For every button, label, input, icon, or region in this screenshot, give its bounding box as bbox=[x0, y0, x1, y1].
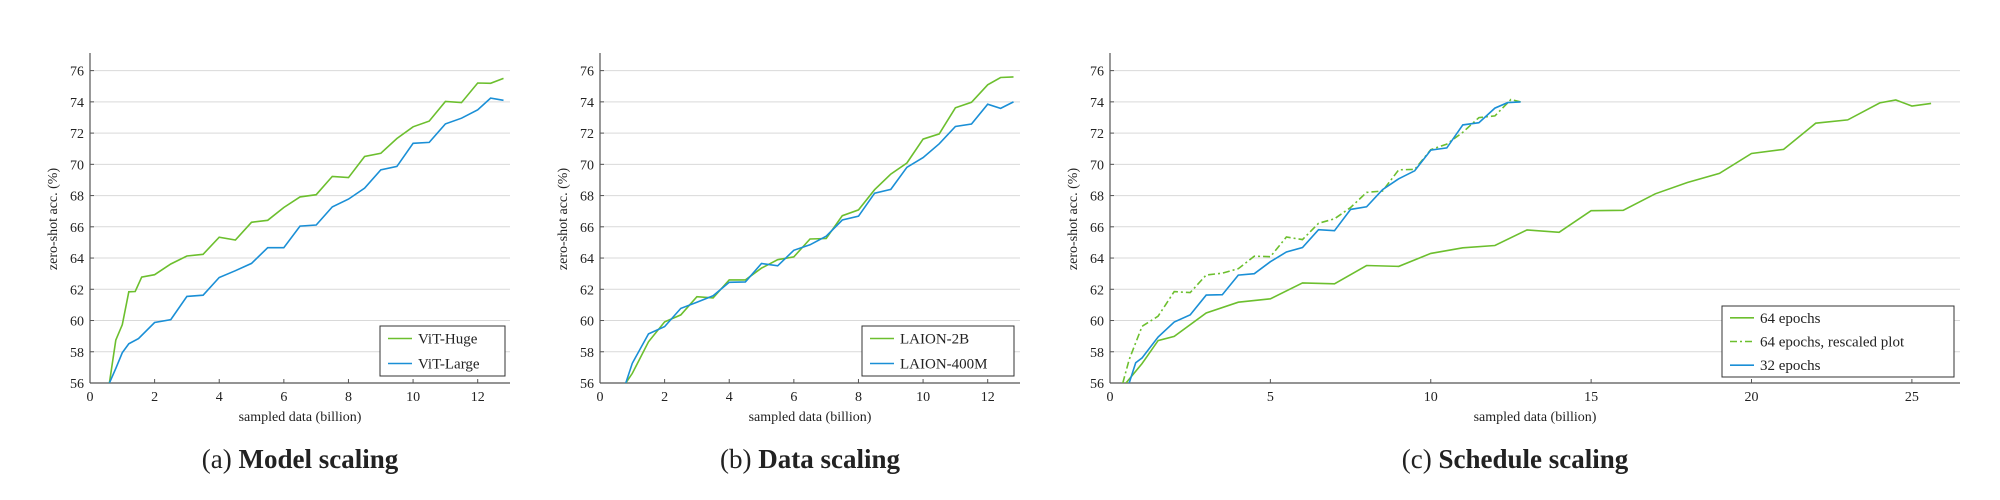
y-tick-label: 74 bbox=[1090, 96, 1104, 111]
y-axis-label: zero-shot acc. (%) bbox=[46, 168, 61, 271]
y-tick-label: 56 bbox=[580, 377, 594, 392]
y-tick-label: 68 bbox=[70, 190, 84, 205]
legend-box bbox=[861, 325, 1015, 377]
caption-space bbox=[1432, 444, 1439, 474]
y-axis-label: zero-shot acc. (%) bbox=[556, 168, 571, 271]
figure-caption: (a) Model scaling bbox=[202, 444, 399, 474]
legend-label: 64 epochs, rescaled plot bbox=[1760, 335, 1905, 351]
y-tick-label: 62 bbox=[70, 283, 84, 298]
caption-prefix: (b) bbox=[720, 444, 751, 474]
x-tick-label: 10 bbox=[916, 390, 930, 405]
x-tick-label: 8 bbox=[345, 390, 352, 405]
x-tick-label: 4 bbox=[216, 390, 223, 405]
series-line-1 bbox=[625, 76, 1014, 383]
caption-title: Model scaling bbox=[238, 444, 398, 474]
caption-title: Data scaling bbox=[758, 444, 900, 474]
y-tick-label: 72 bbox=[1090, 127, 1104, 142]
caption-space bbox=[232, 444, 239, 474]
x-tick-label: 12 bbox=[981, 390, 995, 405]
legend: 64 epochs 64 epochs, rescaled plot 32 epoc… bbox=[1721, 305, 1955, 378]
legend: ViT-Huge ViT-Large bbox=[379, 325, 506, 377]
y-tick-label: 70 bbox=[580, 158, 594, 173]
y-tick-label: 60 bbox=[1090, 315, 1104, 330]
y-tick-label: 68 bbox=[580, 190, 594, 205]
x-tick-label: 0 bbox=[1107, 390, 1114, 405]
y-tick-label: 76 bbox=[580, 65, 594, 80]
y-tick-label: 58 bbox=[70, 346, 84, 361]
chart-panel-3: 56 58 60 62 64 66 68 70 72 74 76 0 5 10 15 20 25 sampled … bbox=[1066, 53, 1960, 474]
x-tick-label: 10 bbox=[1424, 390, 1438, 405]
y-tick-label: 58 bbox=[580, 346, 594, 361]
legend-box bbox=[1721, 305, 1955, 378]
y-tick-label: 76 bbox=[70, 65, 84, 80]
series-line-2 bbox=[1122, 98, 1521, 383]
x-tick-label: 6 bbox=[280, 390, 287, 405]
x-tick-label: 2 bbox=[151, 390, 158, 405]
x-tick-label: 0 bbox=[87, 390, 94, 405]
legend: LAION-2B LAION-400M bbox=[861, 325, 1015, 377]
figure-caption: (b) Data scaling bbox=[720, 444, 900, 474]
y-tick-label: 74 bbox=[580, 96, 594, 111]
y-tick-label: 68 bbox=[1090, 190, 1104, 205]
x-tick-label: 5 bbox=[1267, 390, 1274, 405]
x-tick-label: 0 bbox=[597, 390, 604, 405]
x-tick-label: 20 bbox=[1745, 390, 1759, 405]
legend-box bbox=[379, 325, 506, 377]
legend-label: ViT-Huge bbox=[418, 332, 478, 348]
caption-prefix: (c) bbox=[1402, 444, 1432, 474]
series-line-1 bbox=[108, 77, 504, 383]
y-tick-label: 70 bbox=[70, 158, 84, 173]
figure-caption: (c) Schedule scaling bbox=[1402, 444, 1629, 474]
y-tick-label: 60 bbox=[70, 315, 84, 330]
x-tick-label: 2 bbox=[661, 390, 668, 405]
y-tick-label: 62 bbox=[580, 283, 594, 298]
legend-label: LAION-2B bbox=[900, 332, 969, 348]
y-tick-label: 56 bbox=[1090, 377, 1104, 392]
x-axis-label: sampled data (billion) bbox=[1474, 410, 1597, 425]
series-line-2 bbox=[625, 101, 1014, 383]
x-tick-label: 10 bbox=[406, 390, 420, 405]
x-tick-label: 25 bbox=[1905, 390, 1919, 405]
x-tick-label: 4 bbox=[726, 390, 733, 405]
x-tick-label: 6 bbox=[790, 390, 797, 405]
x-tick-label: 12 bbox=[471, 390, 485, 405]
caption-prefix: (a) bbox=[202, 444, 232, 474]
legend-label: 32 epochs bbox=[1760, 358, 1821, 374]
y-tick-label: 64 bbox=[1090, 252, 1104, 267]
series-line-3 bbox=[1128, 101, 1521, 383]
y-tick-label: 72 bbox=[70, 127, 84, 142]
y-tick-label: 66 bbox=[580, 221, 594, 236]
y-tick-label: 66 bbox=[1090, 221, 1104, 236]
legend-label: LAION-400M bbox=[900, 357, 988, 373]
x-tick-label: 8 bbox=[855, 390, 862, 405]
x-axis-label: sampled data (billion) bbox=[239, 410, 362, 425]
y-tick-label: 64 bbox=[70, 252, 84, 267]
caption-space bbox=[751, 444, 758, 474]
y-tick-label: 66 bbox=[70, 221, 84, 236]
y-tick-label: 58 bbox=[1090, 346, 1104, 361]
y-tick-label: 56 bbox=[70, 377, 84, 392]
y-tick-label: 64 bbox=[580, 252, 594, 267]
legend-label: 64 epochs bbox=[1760, 311, 1821, 327]
y-axis-label: zero-shot acc. (%) bbox=[1066, 168, 1081, 271]
x-axis-label: sampled data (billion) bbox=[749, 410, 872, 425]
legend-label: ViT-Large bbox=[418, 357, 480, 373]
series-line-2 bbox=[108, 97, 504, 383]
series-line-1 bbox=[1125, 99, 1932, 383]
y-tick-label: 70 bbox=[1090, 158, 1104, 173]
y-tick-label: 76 bbox=[1090, 65, 1104, 80]
caption-title: Schedule scaling bbox=[1438, 444, 1628, 474]
x-tick-label: 15 bbox=[1584, 390, 1598, 405]
y-tick-label: 60 bbox=[580, 315, 594, 330]
y-tick-label: 72 bbox=[580, 127, 594, 142]
y-tick-label: 62 bbox=[1090, 283, 1104, 298]
y-tick-label: 74 bbox=[70, 96, 84, 111]
